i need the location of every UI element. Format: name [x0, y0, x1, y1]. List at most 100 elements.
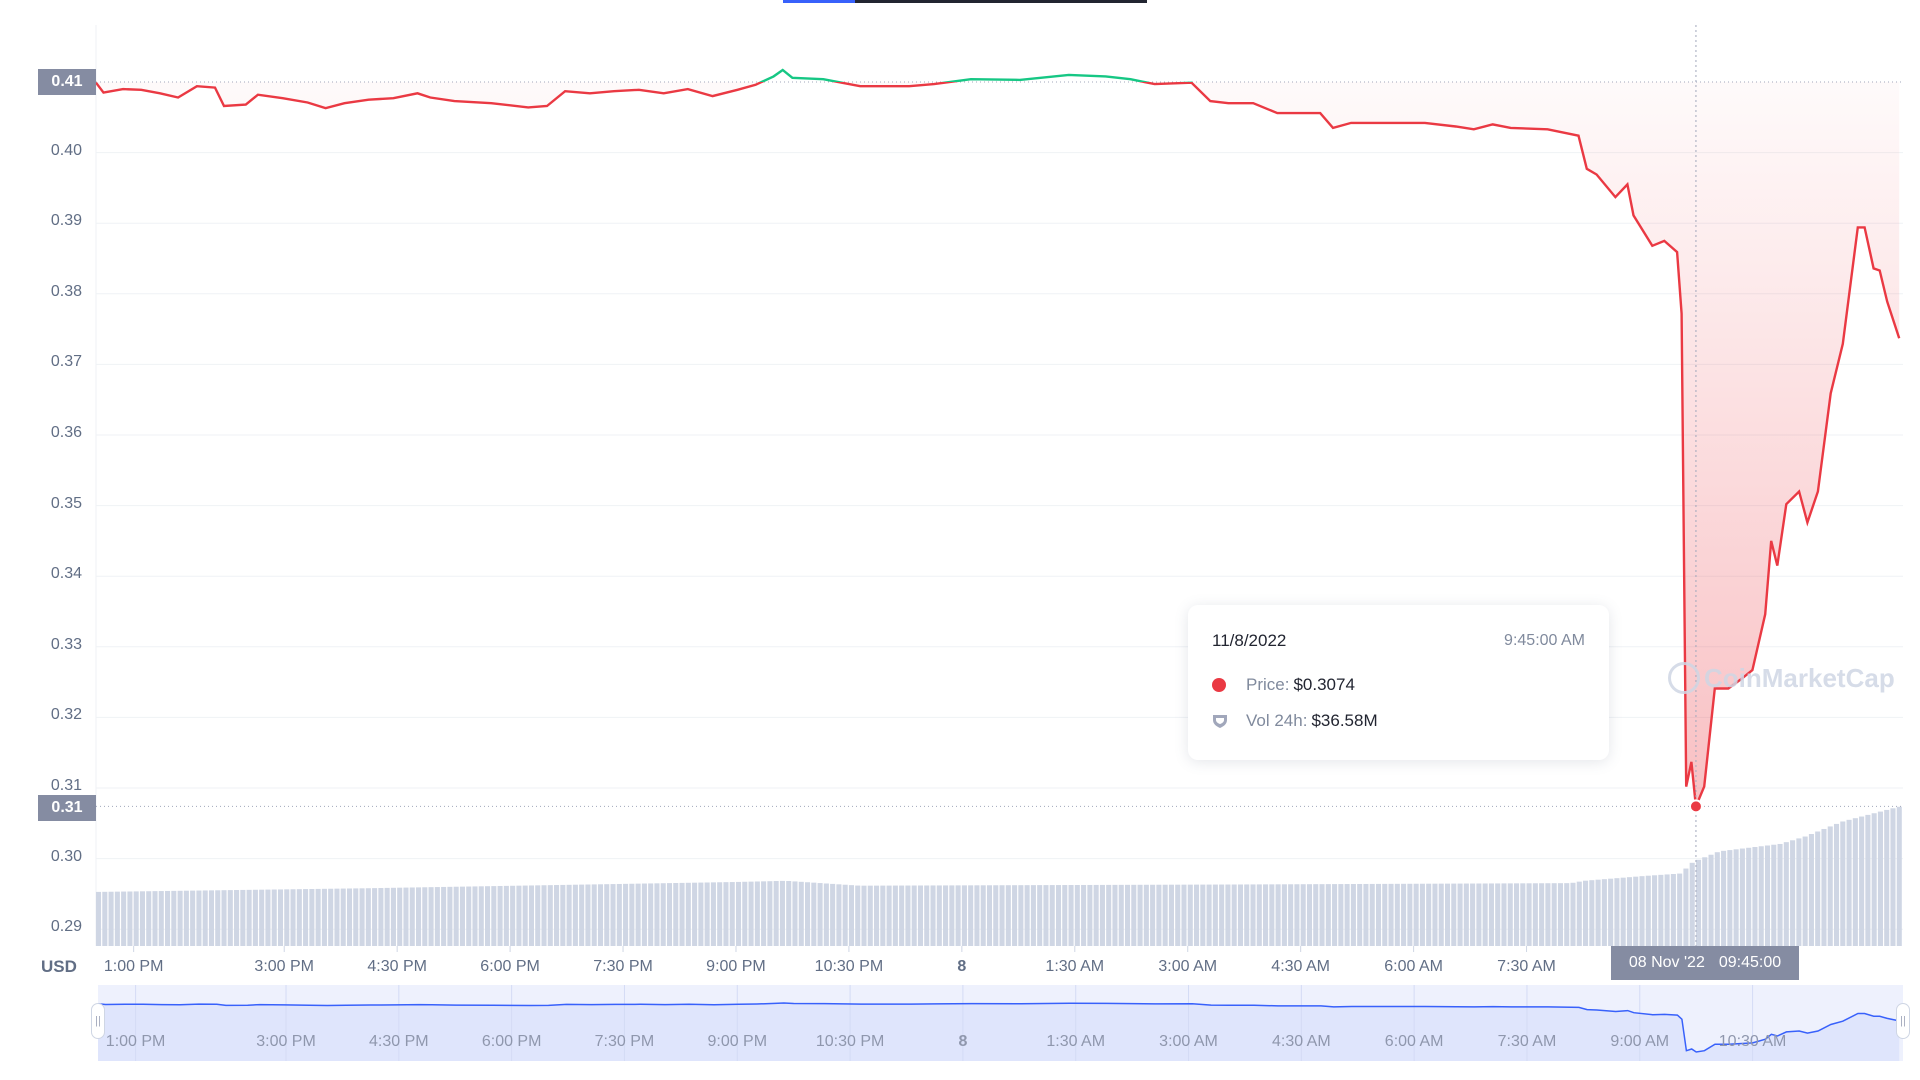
volume-bar [673, 883, 679, 946]
volume-bar [121, 891, 127, 946]
range-tab-strip[interactable] [855, 0, 1147, 3]
tooltip-price-row: Price: $0.3074 [1212, 675, 1355, 695]
volume-bar [554, 885, 560, 946]
volume-bar [1583, 880, 1589, 946]
volume-bars [96, 806, 1902, 946]
watermark: CoinMarketCap [1668, 662, 1895, 694]
volume-bar [459, 886, 465, 946]
volume-bar [165, 890, 171, 946]
volume-bar [1721, 850, 1727, 946]
volume-bar [409, 887, 415, 946]
navigator-left-handle[interactable]: || [91, 1003, 105, 1039]
volume-bar [604, 884, 610, 946]
volume-bar [572, 884, 578, 946]
volume-bar [823, 883, 829, 946]
volume-bar [1281, 884, 1287, 946]
volume-bar [1507, 883, 1513, 946]
navigator-tick-label: 10:30 PM [815, 1033, 885, 1050]
volume-bar [478, 886, 484, 946]
volume-bar [648, 883, 654, 946]
volume-bar [1081, 884, 1087, 946]
volume-bar [1294, 884, 1300, 946]
navigator-tick-label: 8 [958, 1033, 968, 1050]
volume-bar [993, 885, 999, 946]
volume-bar [1231, 884, 1237, 946]
volume-bar [415, 887, 422, 946]
volume-bar [1118, 884, 1124, 946]
volume-bar [1131, 884, 1137, 946]
volume-bar [1237, 884, 1243, 946]
volume-bar [1313, 884, 1319, 946]
navigator-tick-label: 6:00 AM [1384, 1033, 1444, 1050]
volume-bar [246, 889, 252, 946]
x-tick-label: 8 [957, 958, 967, 975]
volume-bar [1005, 885, 1011, 946]
volume-bar [1608, 878, 1614, 946]
x-tick-label: 4:30 AM [1271, 958, 1331, 975]
navigator-right-handle[interactable]: || [1896, 1003, 1910, 1039]
volume-bar [1796, 838, 1802, 946]
volume-bar [158, 891, 164, 946]
volume-bar [1225, 884, 1231, 946]
volume-bar [1426, 883, 1432, 946]
volume-bar [485, 886, 491, 946]
volume-bar [623, 883, 629, 946]
y-tick-label: 0.30 [50, 847, 82, 865]
volume-bar [1808, 834, 1814, 946]
volume-bar [1407, 883, 1413, 946]
volume-bar [936, 885, 942, 946]
volume-bar [152, 891, 158, 946]
volume-bar [986, 885, 993, 946]
volume-bar [202, 890, 208, 946]
volume-bar [1194, 884, 1200, 946]
volume-bar [685, 882, 691, 946]
volume-bar [522, 885, 528, 946]
volume-bar [1620, 877, 1626, 946]
volume-bar [441, 886, 447, 946]
volume-bar [265, 889, 271, 946]
volume-bar [968, 885, 974, 946]
volume-bar [911, 885, 917, 946]
volume-bar [1626, 877, 1633, 946]
volume-bar [1413, 883, 1419, 946]
volume-bar [259, 889, 265, 946]
volume-bar [836, 884, 842, 946]
navigator-tick-label: 3:00 PM [256, 1033, 316, 1050]
volume-bar [1551, 883, 1557, 946]
volume-bar [422, 887, 428, 946]
volume-bar [1332, 884, 1338, 946]
navigator-line [97, 1002, 1900, 1053]
volume-bar [880, 885, 886, 946]
volume-bar [1658, 874, 1664, 946]
range-tab-active-indicator[interactable] [783, 0, 855, 3]
volume-bar [1263, 884, 1269, 946]
x-tick-label: 1:30 AM [1045, 958, 1105, 975]
y-tick-label: 0.31 [50, 777, 82, 794]
navigator-tick-label: 7:30 AM [1497, 1033, 1557, 1050]
navigator-tick-label: 10:30 AM [1718, 1033, 1787, 1050]
navigator-tick-label: 3:00 AM [1159, 1033, 1218, 1050]
volume-bar [735, 881, 742, 946]
volume-bar [1877, 811, 1883, 946]
volume-bar [133, 891, 139, 946]
cursor-date-badge: 08 Nov '22 09:45:00 [1611, 946, 1799, 980]
volume-bar [1300, 884, 1306, 946]
volume-bar [516, 885, 522, 946]
volume-bar [974, 885, 980, 946]
volume-bar [1896, 806, 1902, 946]
volume-bar [1495, 883, 1501, 946]
volume-bar [867, 885, 873, 946]
volume-bar [930, 885, 936, 946]
volume-bar [1338, 884, 1344, 946]
volume-bar [1024, 885, 1030, 946]
y-tick-label: 0.40 [50, 141, 82, 159]
volume-bar [1018, 885, 1024, 946]
volume-bar [597, 884, 604, 946]
volume-bar [1074, 884, 1080, 946]
volume-bar [1777, 843, 1783, 946]
tooltip-date: 11/8/2022 [1212, 631, 1287, 650]
volume-bar [1790, 840, 1796, 946]
volume-bar [710, 882, 716, 946]
volume-bar [146, 891, 152, 946]
